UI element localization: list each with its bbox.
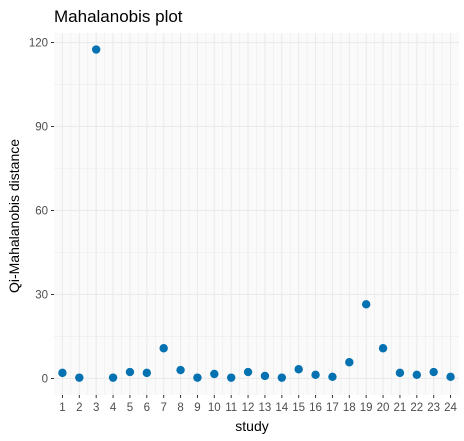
x-tick-label: 18 xyxy=(343,402,356,414)
x-tick-label: 8 xyxy=(177,402,183,414)
data-point-study-9 xyxy=(193,373,202,382)
data-point-study-10 xyxy=(210,369,219,379)
data-point-study-8 xyxy=(176,365,185,375)
data-point-study-15 xyxy=(294,365,303,374)
y-tick-label: 90 xyxy=(35,122,48,134)
y-tick-label: 30 xyxy=(35,289,48,301)
x-tick-label: 4 xyxy=(110,402,117,414)
y-axis-title: Qi-Mahalanobis distance xyxy=(6,139,22,293)
y-tick-label: 0 xyxy=(42,373,48,385)
x-tick-label: 5 xyxy=(127,402,133,414)
data-point-study-12 xyxy=(243,367,253,377)
x-tick-label: 20 xyxy=(377,402,390,414)
x-tick-label: 1 xyxy=(59,402,65,414)
x-tick-label: 13 xyxy=(259,402,272,414)
data-point-study-21 xyxy=(395,368,405,378)
y-tick-label: 60 xyxy=(35,206,48,218)
data-point-study-14 xyxy=(277,373,287,382)
x-axis-ticks: 1 2 3 4 5 6 7 8 9 10 11 12 13 14 15 16 17 18 19 20 21 22 23 24 xyxy=(59,395,458,414)
x-tick-label: 24 xyxy=(444,402,457,414)
data-point-study-11 xyxy=(226,373,236,382)
data-point-study-18 xyxy=(345,358,354,367)
x-tick-label: 23 xyxy=(427,402,440,414)
data-point-study-23 xyxy=(429,367,438,377)
x-axis-title: study xyxy=(235,418,268,434)
data-point-study-16 xyxy=(311,370,320,380)
data-point-study-20 xyxy=(378,344,388,353)
data-point-study-2 xyxy=(75,373,84,382)
x-tick-label: 14 xyxy=(275,402,288,414)
major-gridlines xyxy=(54,33,459,395)
y-tick-label: 120 xyxy=(29,38,48,50)
data-point-study-1 xyxy=(58,368,67,378)
minor-gridlines xyxy=(54,33,459,395)
data-point-study-7 xyxy=(159,344,168,353)
x-tick-label: 15 xyxy=(292,402,305,414)
data-point-study-17 xyxy=(328,372,337,382)
x-tick-label: 2 xyxy=(76,402,82,414)
x-tick-label: 11 xyxy=(225,402,237,414)
data-points xyxy=(58,45,455,382)
x-tick-label: 10 xyxy=(208,402,221,414)
data-point-study-22 xyxy=(412,370,422,380)
data-point-study-19 xyxy=(361,300,371,309)
x-tick-label: 16 xyxy=(309,402,322,414)
data-point-study-3 xyxy=(91,45,101,54)
x-tick-label: 3 xyxy=(93,402,99,414)
chart-title: Mahalanobis plot xyxy=(54,7,183,26)
data-point-study-4 xyxy=(108,373,118,382)
x-tick-label: 12 xyxy=(242,402,255,414)
x-tick-label: 9 xyxy=(194,402,200,414)
x-tick-label: 7 xyxy=(160,402,166,414)
x-tick-label: 17 xyxy=(326,402,339,414)
data-point-study-13 xyxy=(260,371,270,381)
y-axis-ticks: 0 30 60 90 120 xyxy=(29,38,54,385)
data-point-study-6 xyxy=(142,368,152,378)
data-point-study-24 xyxy=(446,372,455,382)
data-point-study-5 xyxy=(125,367,135,377)
x-tick-label: 22 xyxy=(410,402,423,414)
x-tick-label: 6 xyxy=(144,402,150,414)
x-tick-label: 21 xyxy=(394,402,407,414)
x-tick-label: 19 xyxy=(360,402,373,414)
